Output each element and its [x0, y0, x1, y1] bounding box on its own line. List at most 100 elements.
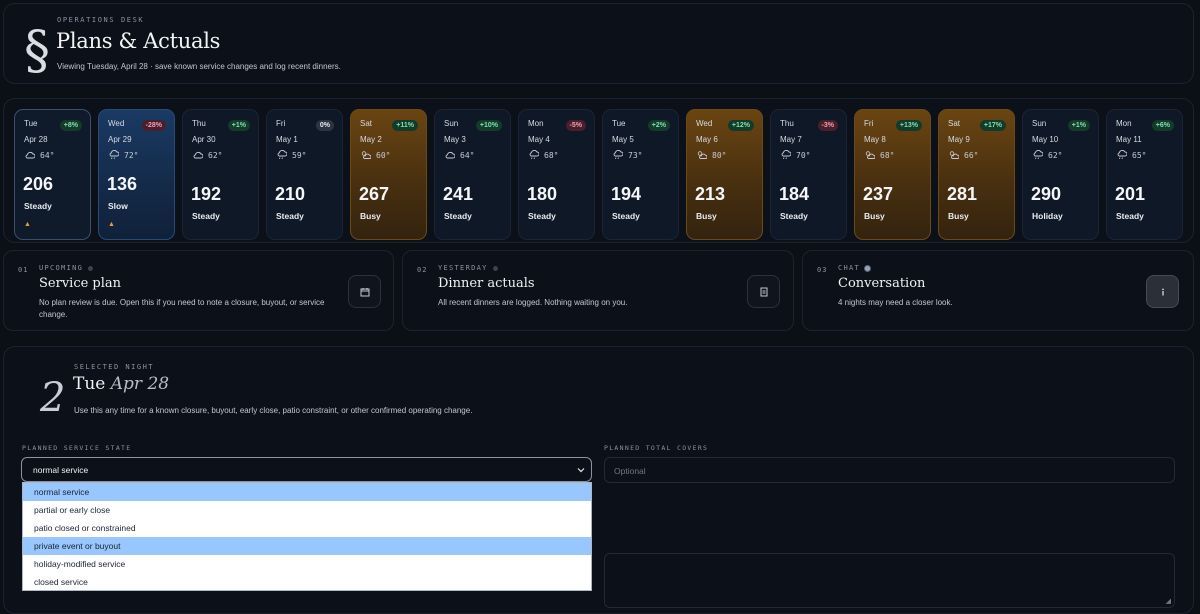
demand-label: Steady: [444, 211, 472, 221]
rain-icon: [277, 150, 287, 160]
day-name: Wed: [696, 119, 713, 128]
day-date: May 6: [696, 135, 718, 144]
temperature: 66°: [964, 150, 979, 160]
day-date: May 4: [528, 135, 550, 144]
forecast-day-card[interactable]: Mon May 11 +6% 65° 201 Steady: [1106, 109, 1183, 240]
weather: 65°: [1116, 150, 1146, 160]
day-name: Tue: [24, 119, 38, 128]
demand-label: Steady: [192, 211, 220, 221]
option-normal-service[interactable]: normal service: [23, 483, 591, 501]
day-name: Thu: [192, 119, 206, 128]
option-partial-early-close[interactable]: partial or early close: [34, 505, 111, 515]
service-plan-card[interactable]: 01 UPCOMING Service plan No plan review …: [3, 250, 394, 331]
forecast-day-card[interactable]: Fri May 8 +13% 68° 237 Busy: [854, 109, 931, 240]
rain-icon: [613, 150, 623, 160]
trend-badge: +10%: [475, 120, 502, 131]
selected-night-description: Use this any time for a known closure, b…: [74, 406, 473, 415]
option-closed-service[interactable]: closed service: [34, 577, 88, 587]
selected-night-date: Apr 28: [110, 374, 170, 394]
trend-badge: +12%: [727, 120, 754, 131]
forecast-covers: 210: [275, 184, 306, 204]
document-icon: [760, 287, 767, 296]
forecast-day-card[interactable]: Thu Apr 30 +1% 62° 192 Steady: [182, 109, 259, 240]
day-name: Tue: [612, 119, 626, 128]
forecast-day-card[interactable]: Tue May 5 +2% 73° 194 Steady: [602, 109, 679, 240]
notes-textarea[interactable]: ◢: [604, 553, 1175, 608]
forecast-day-card[interactable]: Sun May 10 +1% 62° 290 Holiday: [1022, 109, 1099, 240]
partly-cloudy-icon: [361, 151, 371, 159]
total-covers-input[interactable]: Optional: [604, 457, 1175, 483]
forecast-day-card[interactable]: Sat May 2 +11% 60° 267 Busy: [350, 109, 427, 240]
forecast-day-card[interactable]: Wed Apr 29 -28% 72° 136 Slow ▲: [98, 109, 175, 240]
forecast-day-card[interactable]: Fri May 1 0% 59° 210 Steady: [266, 109, 343, 240]
forecast-covers: 237: [863, 184, 894, 204]
forecast-covers: 241: [443, 184, 474, 204]
temperature: 64°: [460, 150, 475, 160]
option-holiday-modified[interactable]: holiday-modified service: [34, 559, 126, 569]
forecast-day-card[interactable]: Sat May 9 +17% 66° 281 Busy: [938, 109, 1015, 240]
open-conversation-button[interactable]: [1146, 275, 1179, 308]
conversation-card[interactable]: 03 CHAT Conversation 4 nights may need a…: [802, 250, 1194, 331]
forecast-day-card[interactable]: Mon May 4 -5% 68° 180 Steady: [518, 109, 595, 240]
service-state-label: PLANNED SERVICE STATE: [22, 444, 132, 452]
partly-cloudy-icon: [697, 151, 707, 159]
card-eyebrow: UPCOMING: [39, 264, 94, 272]
selected-night-day: Tue: [73, 374, 106, 394]
weather: 62°: [1032, 150, 1062, 160]
temperature: 70°: [796, 150, 811, 160]
service-state-select[interactable]: normal service: [21, 457, 592, 482]
temperature: 64°: [40, 150, 55, 160]
day-date: May 3: [444, 135, 466, 144]
temperature: 62°: [1048, 150, 1063, 160]
demand-label: Steady: [612, 211, 640, 221]
day-date: May 2: [360, 135, 382, 144]
cloud-icon: [445, 151, 455, 159]
trend-badge: +17%: [979, 120, 1006, 131]
card-title: Conversation: [838, 276, 926, 291]
weather: 66°: [948, 150, 978, 160]
forecast-covers: 201: [1115, 184, 1146, 204]
demand-label: Steady: [1116, 211, 1144, 221]
day-name: Fri: [864, 119, 874, 128]
temperature: 73°: [628, 150, 643, 160]
forecast-day-card[interactable]: Tue Apr 28 +8% 64° 206 Steady ▲: [14, 109, 91, 240]
option-patio-closed[interactable]: patio closed or constrained: [34, 523, 136, 533]
trend-badge: +11%: [392, 120, 418, 131]
step-number: 2: [40, 375, 66, 421]
card-title: Dinner actuals: [438, 276, 535, 291]
weather: 64°: [24, 150, 54, 160]
day-name: Sun: [1032, 119, 1047, 128]
trend-badge: +1%: [1067, 120, 1090, 131]
weather: 80°: [696, 150, 726, 160]
cloud-icon: [25, 151, 35, 159]
forecast-day-card[interactable]: Wed May 6 +12% 80° 213 Busy: [686, 109, 763, 240]
page-title: Plans & Actuals: [56, 29, 221, 53]
weather: 64°: [444, 150, 474, 160]
card-description: All recent dinners are logged. Nothing w…: [438, 298, 628, 307]
open-service-plan-button[interactable]: [348, 275, 381, 308]
rain-icon: [781, 150, 791, 160]
service-state-options[interactable]: normal service partial or early close pa…: [22, 482, 592, 591]
day-name: Sat: [360, 119, 373, 128]
forecast-day-card[interactable]: Sun May 3 +10% 64° 241 Steady: [434, 109, 511, 240]
forecast-covers: 194: [611, 184, 642, 204]
trend-badge: -3%: [817, 120, 838, 131]
open-dinner-actuals-button[interactable]: [747, 275, 780, 308]
forecast-strip: Tue Apr 28 +8% 64° 206 Steady ▲ Wed Apr 29 -28% 72…: [3, 98, 1194, 243]
card-title: Service plan: [39, 276, 122, 291]
weather: 60°: [360, 150, 390, 160]
temperature: 60°: [376, 150, 391, 160]
day-date: Apr 28: [24, 135, 48, 144]
trend-badge: +8%: [59, 120, 82, 131]
forecast-covers: 267: [359, 184, 390, 204]
demand-label: Slow: [108, 201, 128, 211]
option-private-event[interactable]: private event or buyout: [23, 537, 591, 555]
forecast-day-card[interactable]: Thu May 7 -3% 70° 184 Steady: [770, 109, 847, 240]
rain-icon: [109, 150, 119, 160]
forecast-covers: 136: [107, 174, 138, 194]
dinner-actuals-card[interactable]: 02 YESTERDAY Dinner actuals All recent d…: [402, 250, 794, 331]
resize-grip-icon[interactable]: ◢: [1165, 598, 1171, 605]
temperature: 68°: [544, 150, 559, 160]
trend-badge: +2%: [647, 120, 670, 131]
selected-night-eyebrow: SELECTED NIGHT: [74, 363, 155, 371]
